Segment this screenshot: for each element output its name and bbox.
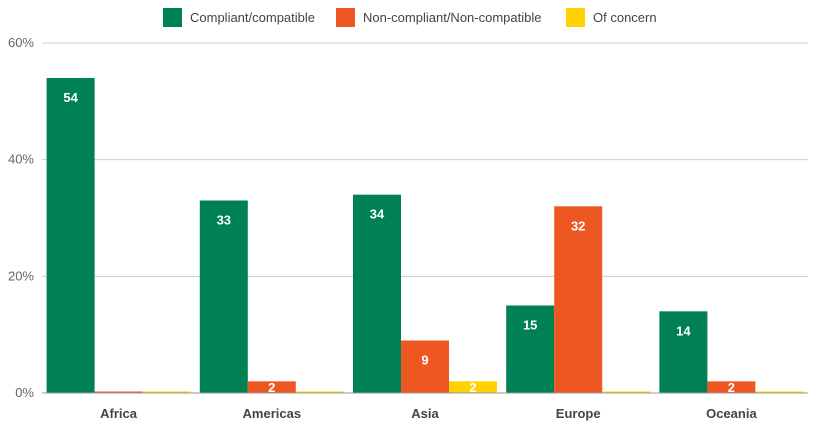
- data-label: 14: [676, 323, 691, 338]
- bar: [353, 194, 401, 393]
- data-label: 54: [63, 90, 78, 105]
- bar: [142, 391, 191, 393]
- data-label: 2: [268, 380, 275, 395]
- x-tick-label: Oceania: [706, 406, 757, 421]
- legend: Compliant/compatible Non-compliant/Non-co…: [163, 8, 657, 27]
- data-label: 9: [421, 353, 428, 368]
- data-label: 32: [571, 218, 585, 233]
- y-tick-label: 0%: [15, 385, 34, 400]
- y-tick-label: 40%: [8, 152, 34, 167]
- axes: 0% 20% 40% 60% Africa Americas Asia Europe Ocean…: [8, 35, 808, 421]
- legend-label: Of concern: [593, 10, 657, 25]
- bar: [707, 381, 756, 393]
- legend-label: Compliant/compatible: [190, 10, 315, 25]
- data-label: 33: [217, 213, 231, 228]
- x-tick-label: Africa: [100, 406, 138, 421]
- bars: [46, 78, 804, 393]
- data-label: 2: [469, 380, 476, 395]
- y-tick-label: 60%: [8, 35, 34, 50]
- bar: [554, 206, 603, 393]
- bar: [295, 391, 344, 393]
- legend-label: Non-compliant/Non-compatible: [363, 10, 541, 25]
- bar: [46, 78, 95, 393]
- y-tick-label: 20%: [8, 268, 34, 283]
- data-label: 15: [523, 318, 537, 333]
- bar: [199, 200, 248, 393]
- x-tick-label: Americas: [243, 406, 302, 421]
- bar: [449, 381, 497, 393]
- x-tick-label: Europe: [556, 406, 601, 421]
- bar: [659, 311, 708, 393]
- bar: [506, 305, 555, 393]
- legend-swatch: [566, 8, 585, 27]
- bar: [755, 391, 804, 393]
- data-label: 34: [370, 207, 385, 222]
- x-tick-label: Asia: [411, 406, 439, 421]
- data-label: 2: [728, 380, 735, 395]
- data-labels: 54 33 2 34 9 2 15 32 14 2: [63, 90, 735, 395]
- legend-swatch: [163, 8, 182, 27]
- bar: [602, 391, 651, 393]
- legend-swatch: [336, 8, 355, 27]
- bar: [247, 381, 296, 393]
- gridlines: [42, 42, 808, 277]
- bar: [94, 391, 143, 393]
- bar: [401, 340, 449, 393]
